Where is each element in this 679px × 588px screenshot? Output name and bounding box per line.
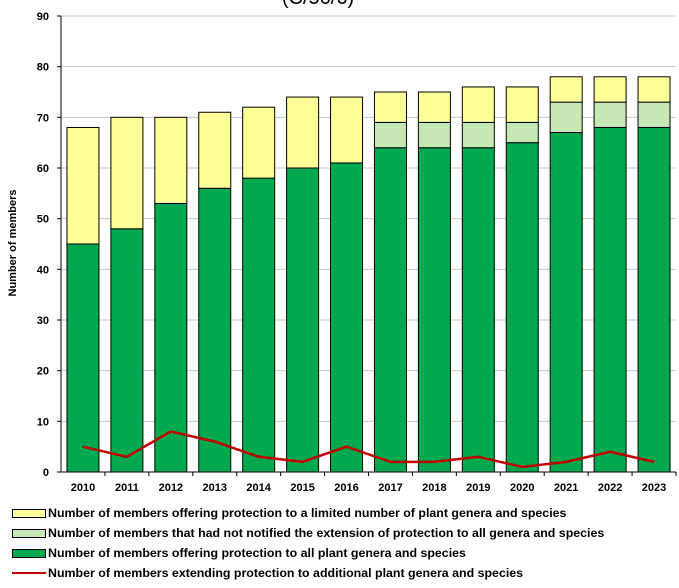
line-series bbox=[82, 430, 655, 469]
y-tick-label-80: 80 bbox=[37, 62, 49, 74]
gridlines bbox=[57, 15, 677, 476]
bar-s2-2014 bbox=[242, 106, 276, 179]
line-point-2011 bbox=[126, 456, 128, 458]
bar-s0-2010 bbox=[66, 243, 100, 473]
legend-swatch bbox=[12, 548, 46, 558]
y-tick-label-10: 10 bbox=[37, 416, 49, 428]
y-tick-label-90: 90 bbox=[37, 11, 49, 23]
tick-labels: 0 10 20 30 40 50 60 70 80 90 2010 2011 2012 2013 2014 2… bbox=[37, 11, 667, 494]
line-point-2010 bbox=[82, 446, 84, 448]
bar-s1-2023 bbox=[637, 101, 671, 128]
y-tick-label-40: 40 bbox=[37, 264, 49, 276]
y-axis-label: Number of members bbox=[7, 190, 19, 297]
axes bbox=[60, 16, 676, 473]
bar-s0-2021 bbox=[549, 132, 583, 473]
line-point-2018 bbox=[433, 461, 435, 463]
x-tick-label-2017: 2017 bbox=[378, 482, 402, 494]
line-point-2013 bbox=[214, 441, 216, 443]
bar-s0-2018 bbox=[417, 147, 451, 473]
bar-s2-2022 bbox=[593, 76, 627, 103]
chart-title-fragment: (C/56/6) bbox=[282, 0, 354, 9]
bar-s2-2010 bbox=[66, 126, 100, 245]
bar-s2-2019 bbox=[461, 86, 495, 123]
legend-swatch bbox=[12, 528, 46, 538]
bar-s0-2016 bbox=[330, 162, 364, 473]
line-point-2022 bbox=[609, 451, 611, 453]
y-tick-label-0: 0 bbox=[43, 467, 49, 479]
legend-item-1: Number of members that had not notified … bbox=[12, 523, 679, 543]
bar-s1-2017 bbox=[373, 121, 407, 149]
x-tick-label-2021: 2021 bbox=[554, 482, 578, 494]
legend-label: Number of members offering protection to… bbox=[48, 506, 567, 520]
x-tick-label-2023: 2023 bbox=[642, 482, 666, 494]
x-tick-label-2018: 2018 bbox=[422, 482, 446, 494]
x-tick-label-2020: 2020 bbox=[510, 482, 534, 494]
bar-s2-2012 bbox=[154, 116, 188, 204]
bar-s2-2011 bbox=[110, 116, 144, 230]
bar-s0-2014 bbox=[242, 177, 276, 473]
y-tick-label-70: 70 bbox=[37, 112, 49, 124]
bar-s1-2018 bbox=[417, 121, 451, 149]
line-point-2015 bbox=[302, 461, 304, 463]
bar-s2-2018 bbox=[417, 91, 451, 123]
line-point-2023 bbox=[653, 461, 655, 463]
legend-item-3: Number of members extending protection t… bbox=[12, 563, 679, 583]
bar-s2-2017 bbox=[373, 91, 407, 123]
legend-item-0: Number of members offering protection to… bbox=[12, 543, 679, 563]
line-series-3 bbox=[82, 430, 655, 469]
bar-s1-2021 bbox=[549, 101, 583, 134]
bar-s0-2023 bbox=[637, 126, 671, 473]
x-tick-label-2022: 2022 bbox=[598, 482, 622, 494]
bar-s0-2020 bbox=[505, 142, 539, 473]
legend: Number of members offering protection to… bbox=[12, 503, 679, 583]
line-point-2012 bbox=[170, 430, 172, 432]
line-point-2016 bbox=[346, 446, 348, 448]
y-tick-label-20: 20 bbox=[37, 366, 49, 378]
x-tick-label-2012: 2012 bbox=[159, 482, 183, 494]
bar-s2-2013 bbox=[198, 111, 232, 189]
bar-s0-2015 bbox=[286, 167, 320, 473]
x-tick-label-2011: 2011 bbox=[115, 482, 139, 494]
legend-label: Number of members extending protection t… bbox=[48, 566, 524, 580]
bar-s0-2013 bbox=[198, 187, 232, 473]
legend-line-swatch bbox=[12, 572, 46, 574]
bar-s1-2022 bbox=[593, 101, 627, 128]
x-tick-label-2013: 2013 bbox=[203, 482, 227, 494]
x-tick-label-2015: 2015 bbox=[290, 482, 314, 494]
bars bbox=[66, 76, 671, 473]
bar-s0-2022 bbox=[593, 126, 627, 473]
x-tick-label-2019: 2019 bbox=[466, 482, 490, 494]
x-tick-label-2010: 2010 bbox=[71, 482, 95, 494]
line-point-2021 bbox=[565, 461, 567, 463]
line-point-2014 bbox=[258, 456, 260, 458]
bar-s2-2016 bbox=[330, 96, 364, 164]
bar-s2-2015 bbox=[286, 96, 320, 169]
line-point-2019 bbox=[477, 456, 479, 458]
y-tick-label-30: 30 bbox=[37, 315, 49, 327]
line-point-2020 bbox=[521, 466, 523, 468]
bar-s2-2020 bbox=[505, 86, 539, 123]
x-tick-label-2016: 2016 bbox=[334, 482, 358, 494]
bar-s0-2017 bbox=[373, 147, 407, 473]
chart: (C/56/6) Number of members 0 10 20 30 40 50 60… bbox=[7, 0, 677, 494]
x-tick-label-2014: 2014 bbox=[246, 482, 271, 494]
bar-s0-2011 bbox=[110, 228, 144, 473]
legend-item-2: Number of members offering protection to… bbox=[12, 503, 679, 523]
line-point-2017 bbox=[389, 461, 391, 463]
bar-s2-2021 bbox=[549, 76, 583, 103]
bar-s1-2020 bbox=[505, 121, 539, 144]
y-tick-label-60: 60 bbox=[37, 163, 49, 175]
legend-swatch bbox=[12, 508, 46, 518]
legend-label: Number of members offering protection to… bbox=[48, 546, 466, 560]
bar-s1-2019 bbox=[461, 121, 495, 149]
legend-label: Number of members that had not notified … bbox=[48, 526, 605, 540]
y-tick-label-50: 50 bbox=[37, 214, 49, 226]
bar-s2-2023 bbox=[637, 76, 671, 103]
bar-s0-2019 bbox=[461, 147, 495, 473]
